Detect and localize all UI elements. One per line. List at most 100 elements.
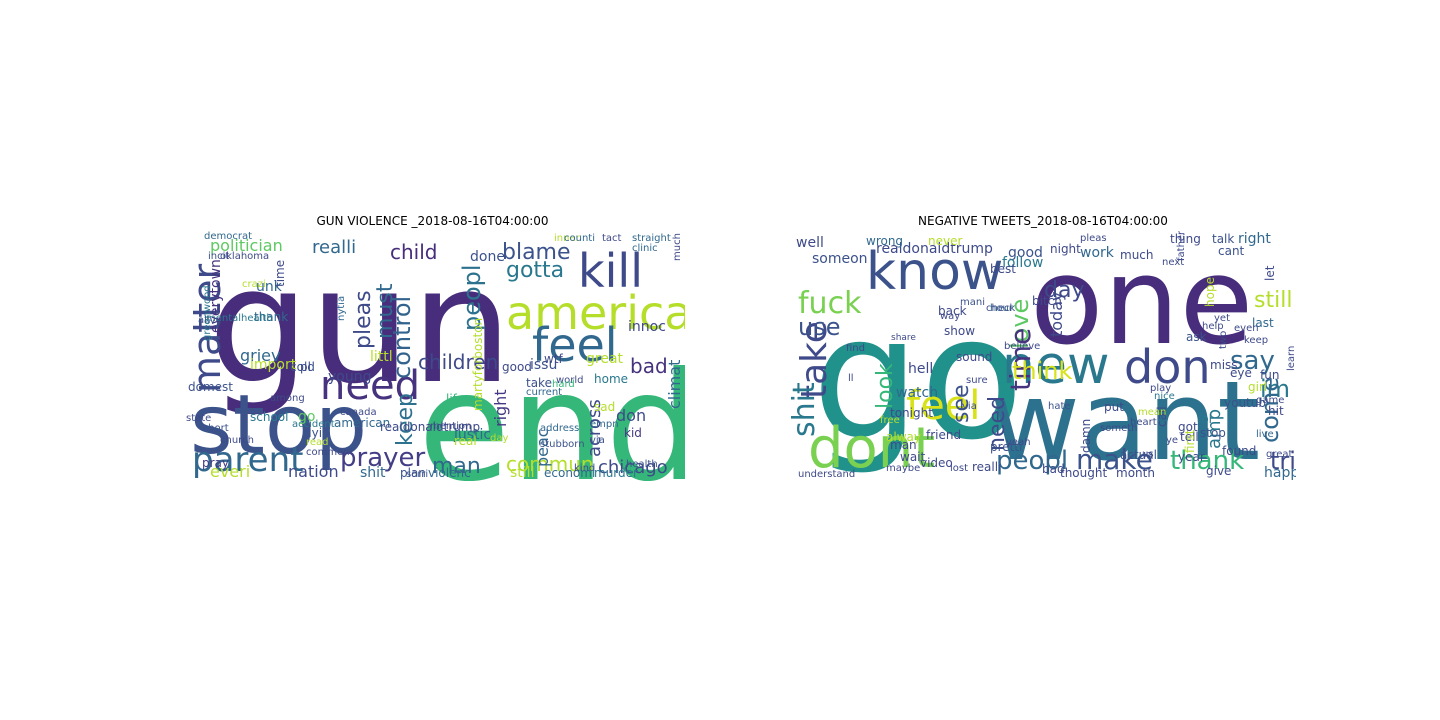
- cloud-word: economi: [544, 466, 595, 480]
- cloud-word: take: [794, 321, 835, 399]
- cloud-word: sad: [594, 400, 615, 414]
- cloud-word: hit: [1268, 404, 1284, 418]
- cloud-word: peopl: [996, 446, 1068, 476]
- cloud-word: feel: [906, 383, 980, 429]
- cloud-word: peopl: [458, 264, 486, 331]
- cloud-word: find: [846, 343, 865, 354]
- cloud-word: never: [928, 234, 962, 248]
- cloud-word: father: [1176, 231, 1187, 261]
- cloud-word: use: [798, 313, 840, 341]
- cloud-word: innoc: [628, 319, 666, 335]
- cloud-word: back: [938, 304, 967, 318]
- cloud-word: tell: [1180, 430, 1199, 444]
- cloud-word: tonight: [890, 406, 933, 420]
- cloud-word: matter: [185, 264, 229, 393]
- cloud-word: talk: [1212, 232, 1234, 246]
- cloud-word: cold: [290, 360, 315, 374]
- cloud-word: wrong: [866, 234, 903, 248]
- cloud-word: last: [1252, 316, 1274, 330]
- cloud-word: nice: [1154, 391, 1175, 402]
- cloud-word: kind: [574, 463, 595, 474]
- cloud-word: democrat: [204, 231, 252, 242]
- cloud-word: read: [306, 437, 329, 448]
- cloud-word: must: [373, 283, 398, 339]
- cloud-word: im: [1260, 375, 1290, 403]
- cloud-word: man: [890, 438, 917, 452]
- cloud-word: gun: [208, 232, 512, 419]
- cloud-word: check: [986, 303, 1015, 314]
- cloud-word: end: [418, 341, 685, 481]
- cloud-word: one: [1030, 233, 1253, 372]
- cloud-word: martyforboston: [471, 318, 485, 411]
- cloud-word: much: [672, 233, 683, 261]
- cloud-word: amp: [1204, 409, 1225, 449]
- cloud-word: right: [491, 389, 510, 427]
- cloud-word: realdonaldtrump: [380, 420, 480, 434]
- cloud-word: good: [1008, 245, 1043, 261]
- cloud-word: stubborn: [540, 439, 585, 450]
- cloud-word: shit: [360, 465, 386, 481]
- cloud-word: think: [1012, 357, 1073, 385]
- cloud-word: thought: [1060, 466, 1107, 480]
- cloud-word: young: [328, 369, 371, 385]
- cloud-word: realli: [972, 460, 1001, 474]
- left-cloud-title: GUN VIOLENCE _2018-08-16T04:00:00: [316, 214, 549, 228]
- cloud-word: keep: [393, 393, 418, 446]
- cloud-word: say: [1230, 346, 1275, 376]
- cloud-word: child: [390, 240, 437, 264]
- cloud-word: everytown: [208, 259, 224, 333]
- cloud-word: video: [920, 456, 953, 470]
- cloud-word: justic: [453, 427, 491, 443]
- cloud-word: comment: [306, 447, 354, 458]
- cloud-word: love: [1006, 299, 1034, 349]
- cloud-word: day: [490, 433, 508, 444]
- cloud-word: children: [418, 350, 498, 374]
- cloud-word: maybe: [886, 463, 920, 474]
- cloud-word: got: [1178, 420, 1198, 434]
- cloud-word: go: [298, 409, 315, 425]
- cloud-word: kill: [578, 244, 643, 298]
- cloud-word: fun: [1260, 368, 1279, 382]
- cloud-word: us: [1142, 449, 1154, 460]
- cloud-word: way: [940, 311, 960, 322]
- cloud-word: need: [320, 363, 420, 409]
- cloud-word: hope: [1203, 277, 1217, 307]
- cloud-word: pretti: [990, 440, 1022, 454]
- cloud-word: address: [540, 423, 579, 434]
- cloud-word: domest: [188, 380, 233, 394]
- cloud-word: hate: [1048, 401, 1071, 412]
- cloud-word: show: [944, 324, 975, 338]
- cloud-word: nytia: [336, 296, 347, 321]
- cloud-word: clinic: [632, 243, 658, 254]
- cloud-word: time: [1004, 328, 1037, 391]
- cloud-word: don: [616, 406, 646, 425]
- cloud-word: take: [526, 376, 552, 390]
- right-cloud-title: NEGATIVE TWEETS_2018-08-16T04:00:00: [918, 214, 1168, 228]
- cloud-word: first: [1183, 429, 1197, 453]
- cloud-word: two: [1218, 331, 1229, 349]
- cloud-word: mani: [960, 297, 985, 308]
- cloud-word: follow: [1002, 255, 1043, 271]
- cloud-word: someth: [1100, 423, 1137, 434]
- cloud-word: griev: [240, 346, 281, 365]
- cloud-word: eye: [1230, 366, 1252, 380]
- cloud-word: free: [880, 415, 900, 426]
- cloud-word: tact: [602, 233, 622, 244]
- cloud-word: need: [985, 396, 1010, 451]
- cloud-word: american: [334, 416, 390, 430]
- cloud-word: still: [510, 465, 534, 481]
- cloud-word: bad: [1042, 462, 1065, 476]
- cloud-word: bitch: [1032, 294, 1062, 308]
- cloud-word: canada: [340, 407, 377, 418]
- cloud-word: murder: [594, 466, 638, 480]
- cloud-word: church: [220, 435, 254, 446]
- cloud-word: tri: [1270, 447, 1296, 475]
- cloud-word: across: [584, 399, 605, 457]
- cloud-word: alive: [198, 315, 222, 326]
- cloud-word: keep: [1244, 335, 1268, 346]
- cloud-word: accident: [292, 419, 335, 430]
- cloud-word: everi: [210, 462, 250, 481]
- cloud-word: done: [470, 249, 505, 265]
- cloud-word: sorri: [406, 469, 428, 480]
